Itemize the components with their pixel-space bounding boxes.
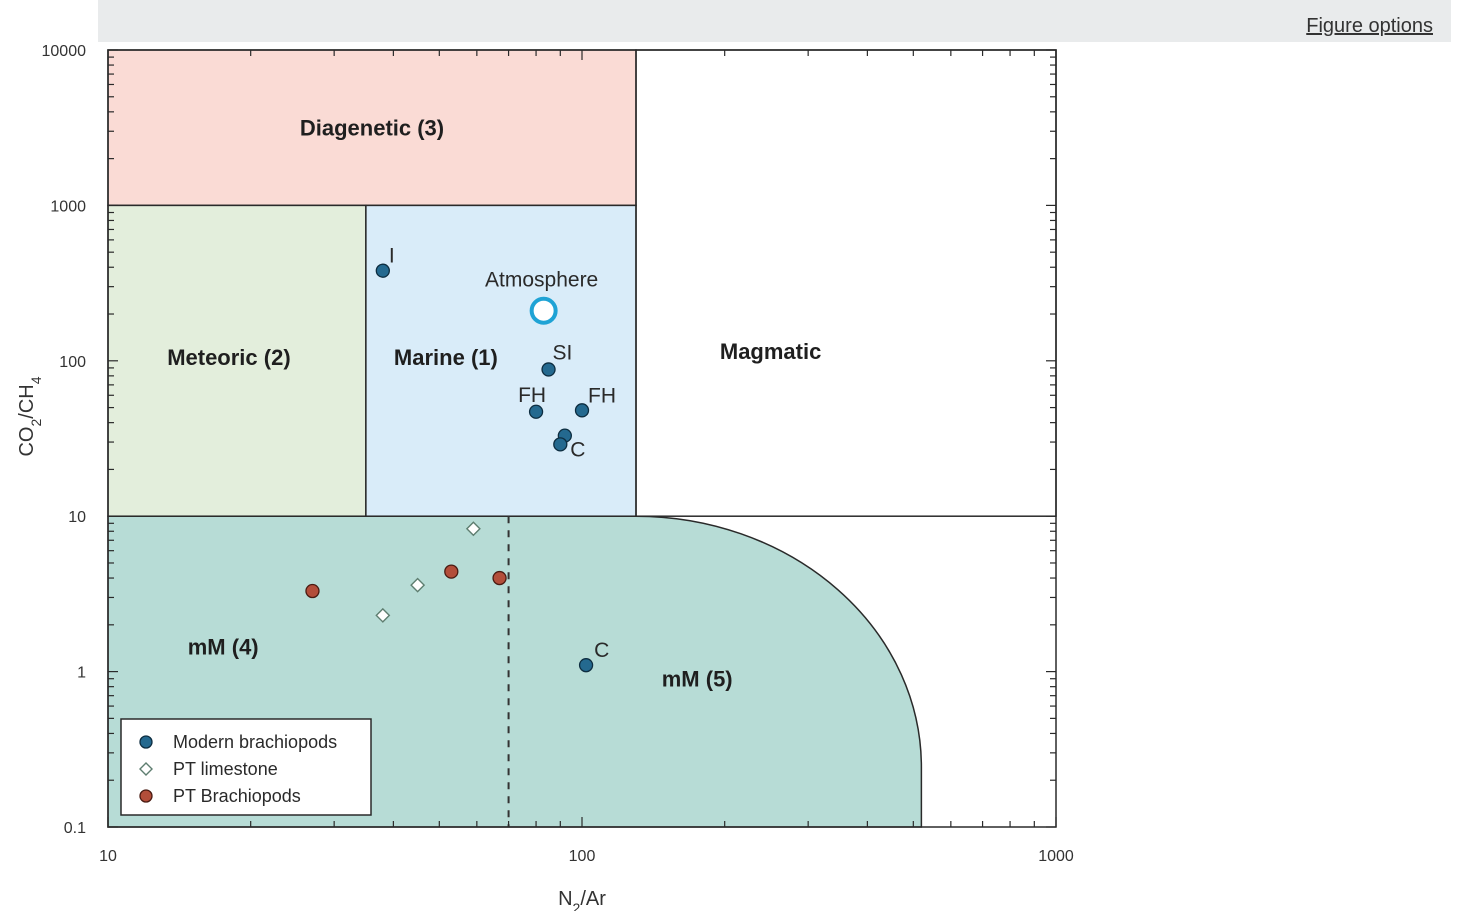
point-labels: Atmosphere I SI FH FH C C	[389, 245, 616, 662]
x-tick-label: 100	[569, 848, 596, 865]
region-label-mm-5: mM (5)	[662, 667, 733, 692]
y-tick-label: 1000	[50, 198, 86, 215]
x-tick-label: 1000	[1038, 848, 1074, 865]
region-labels: Diagenetic (3) Meteoric (2) Marine (1) Magm…	[167, 116, 821, 692]
region-marine-1	[365, 204, 637, 517]
region-label-meteoric: Meteoric (2)	[167, 345, 290, 370]
modern-brachiopod-point	[541, 362, 556, 377]
axis-labels: 10 100 1000 0.1 1 10 100 1000 10000 N2/Ar CO2/CH4	[16, 43, 1074, 911]
figure-toolbar: Figure options	[98, 0, 1451, 42]
x-tick-label: 10	[99, 848, 117, 865]
region-label-mm-4: mM (4)	[188, 635, 259, 660]
pt-limestone-point	[465, 521, 481, 537]
atmosphere-marker	[529, 296, 558, 325]
region-label-marine: Marine (1)	[394, 345, 498, 370]
region-label-diagenetic: Diagenetic (3)	[300, 116, 444, 141]
pt-limestone-point	[410, 577, 426, 593]
y-axis-title: CO2/CH4	[16, 376, 44, 456]
y-tick-label: 10	[68, 509, 86, 526]
legend-marker-pt-limestone	[139, 762, 153, 776]
modern-brachiopod-point	[553, 437, 568, 452]
region-magmatic	[635, 49, 1057, 517]
modern-point-label: C	[594, 639, 609, 662]
modern-point-label: C	[570, 438, 585, 461]
modern-point-label: I	[389, 245, 395, 268]
legend-marker-pt-brachiopods	[139, 789, 153, 803]
modern-brachiopod-point	[528, 404, 544, 419]
y-tick-label: 100	[59, 354, 86, 371]
modern-brachiopod-point	[375, 263, 390, 278]
data-points	[305, 263, 594, 673]
y-tick-label: 0.1	[64, 820, 86, 837]
figure-options-link[interactable]: Figure options	[1306, 15, 1433, 37]
y-tick-label: 10000	[42, 43, 87, 60]
axis-ticks	[107, 49, 1057, 828]
region-diagenetic-3	[107, 49, 637, 207]
legend: Modern brachiopods PT limestone PT Brachio…	[120, 718, 372, 816]
modern-point-label: FH	[518, 384, 546, 407]
y-tick-label: 1	[77, 665, 86, 682]
x-axis-title: N2/Ar	[558, 888, 606, 911]
legend-label: PT Brachiopods	[173, 786, 301, 806]
modern-point-label: FH	[588, 384, 616, 407]
legend-marker-modern	[139, 735, 153, 749]
legend-box	[120, 718, 372, 816]
atmosphere-label: Atmosphere	[485, 269, 598, 292]
pt-brachiopod-point	[305, 583, 320, 599]
modern-point-label: SI	[553, 341, 573, 364]
pt-brachiopod-point	[492, 570, 507, 586]
modern-brachiopod-point	[574, 403, 590, 418]
legend-label: PT limestone	[173, 759, 278, 779]
pt-brachiopod-point	[444, 564, 459, 579]
region-label-magmatic: Magmatic	[720, 339, 821, 364]
legend-label: Modern brachiopods	[173, 732, 337, 752]
modern-brachiopod-point	[578, 658, 594, 673]
pt-limestone-point	[375, 607, 391, 623]
